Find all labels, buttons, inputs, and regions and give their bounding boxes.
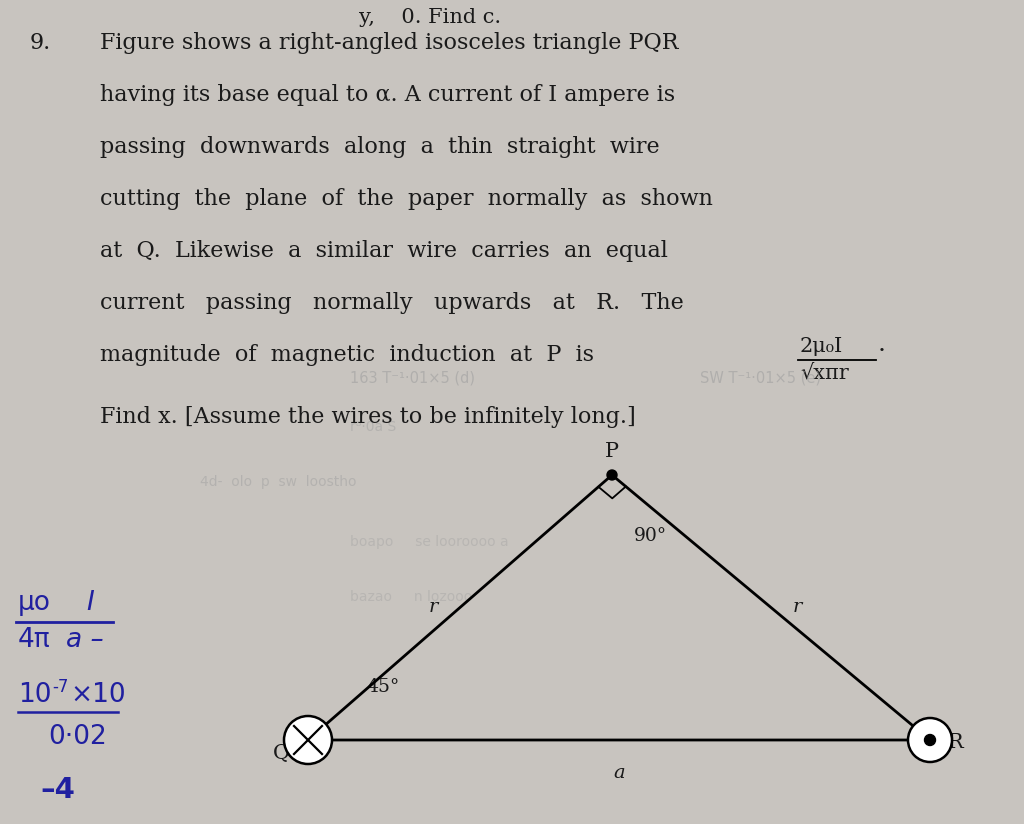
Text: I: I [86,590,94,616]
Text: Q: Q [273,744,290,763]
Circle shape [925,734,936,746]
Text: magnitude  of  magnetic  induction  at  P  is: magnitude of magnetic induction at P is [100,344,594,366]
Text: a –: a – [66,627,103,653]
Text: r: r [793,598,803,616]
Text: 45°: 45° [366,678,399,696]
Text: 2μ₀I: 2μ₀I [800,337,843,356]
Text: –4: –4 [40,776,75,804]
Text: bazao     n lozooo: bazao n lozooo [350,590,472,604]
Text: μo: μo [18,590,51,616]
Circle shape [908,718,952,762]
Text: cutting  the  plane  of  the  paper  normally  as  shown: cutting the plane of the paper normally … [100,188,713,210]
Text: a: a [613,764,625,782]
Circle shape [607,470,617,480]
Text: current   passing   normally   upwards   at   R.   The: current passing normally upwards at R. T… [100,292,684,314]
Text: Find x. [Assume the wires to be infinitely long.]: Find x. [Assume the wires to be infinite… [100,406,636,428]
Circle shape [284,716,332,764]
Text: √xπr: √xπr [800,364,849,383]
Text: 90°: 90° [634,527,667,545]
Text: -7: -7 [52,678,69,696]
Text: Figure shows a right-angled isosceles triangle PQR: Figure shows a right-angled isosceles tr… [100,32,679,54]
Text: SW T⁻¹·01×5 (e): SW T⁻¹·01×5 (e) [700,370,821,385]
Text: ×10: ×10 [70,682,126,708]
Text: 163 T⁻¹·01×5 (d): 163 T⁻¹·01×5 (d) [350,370,475,385]
Text: having its base equal to α. A current of I ampere is: having its base equal to α. A current of… [100,84,675,106]
Text: 4d-  olo  p  sw  loostho: 4d- olo p sw loostho [200,475,356,489]
Text: at  Q.  Likewise  a  similar  wire  carries  an  equal: at Q. Likewise a similar wire carries an… [100,240,668,262]
Text: boapo     se looroooo a: boapo se looroooo a [350,535,509,549]
Text: r: r [429,598,438,616]
Text: 10: 10 [18,682,51,708]
Text: R: R [948,733,964,751]
Text: 9.: 9. [30,32,51,54]
Text: y,    0. Find c.: y, 0. Find c. [359,8,501,27]
Text: r⁸·0a S: r⁸·0a S [350,420,396,434]
Text: .: . [878,333,886,356]
Text: 4π: 4π [18,627,50,653]
Text: 0·02: 0·02 [48,724,106,750]
Text: P: P [605,442,618,461]
Text: passing  downwards  along  a  thin  straight  wire: passing downwards along a thin straight … [100,136,659,158]
